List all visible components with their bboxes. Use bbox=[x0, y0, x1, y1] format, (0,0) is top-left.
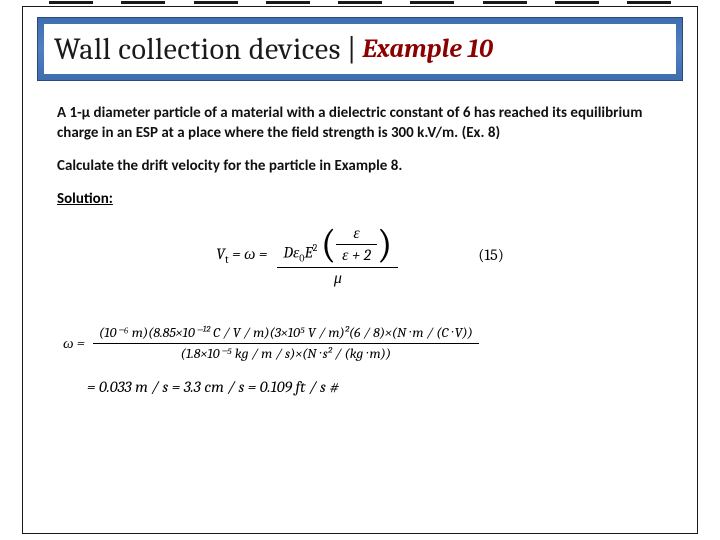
equation-15: Vt = ω = Dε0E2 ( ε ε + 2 ) bbox=[57, 222, 663, 289]
eq-calc-fraction: (10⁻⁶ m)(8.85×10⁻¹² C / V / m)(3×10⁵ V /… bbox=[93, 323, 479, 364]
title-subtitle: Example 10 bbox=[362, 34, 493, 64]
decorative-dashes bbox=[49, 1, 671, 4]
eq-calc-lhs: ω = bbox=[63, 334, 85, 353]
title-banner: Wall collection devices | Example 10 bbox=[37, 17, 683, 81]
eq-calc-numerator: (10⁻⁶ m)(8.85×10⁻¹² C / V / m)(3×10⁵ V /… bbox=[93, 323, 479, 343]
problem-paragraph-1: A 1-μ diameter particle of a material wi… bbox=[57, 103, 663, 144]
eq15-number: (15) bbox=[478, 246, 504, 264]
slide-frame: Wall collection devices | Example 10 A 1… bbox=[22, 6, 698, 534]
equation-area: Vt = ω = Dε0E2 ( ε ε + 2 ) bbox=[57, 222, 663, 396]
content-area: A 1-μ diameter particle of a material wi… bbox=[23, 81, 697, 406]
eq15-denominator: μ bbox=[328, 268, 348, 289]
eq15-inner-paren: ( ε ε + 2 ) bbox=[321, 223, 392, 266]
equation-result: = 0.033 m / s = 3.3 cm / s = 0.109 ft / … bbox=[57, 378, 663, 396]
eq-calc-denominator: (1.8×10⁻⁵ kg / m / s)×(N · s² / (kg · m)… bbox=[175, 344, 398, 364]
equation-calculation: ω = (10⁻⁶ m)(8.85×10⁻¹² C / V / m)(3×10⁵… bbox=[57, 323, 663, 364]
solution-label: Solution: bbox=[57, 190, 663, 208]
eq15-main-fraction: Dε0E2 ( ε ε + 2 ) μ bbox=[277, 222, 398, 289]
title-main: Wall collection devices bbox=[54, 32, 341, 67]
eq15-numerator: Dε0E2 ( ε ε + 2 ) bbox=[277, 222, 398, 267]
title-box: Wall collection devices | Example 10 bbox=[44, 24, 676, 74]
problem-paragraph-2: Calculate the drift velocity for the par… bbox=[57, 156, 663, 176]
eq15-lhs: Vt = ω = bbox=[216, 245, 267, 266]
title-separator: | bbox=[347, 32, 356, 67]
